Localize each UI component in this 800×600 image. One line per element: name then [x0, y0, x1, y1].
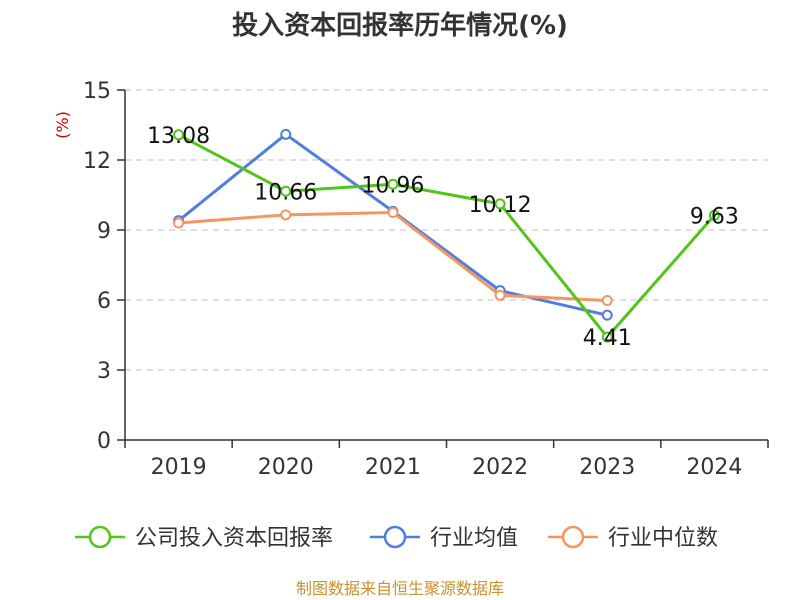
source-note: 制图数据来自恒生聚源数据库 — [296, 579, 504, 598]
data-label: 9.63 — [690, 204, 739, 229]
y-tick-label: 12 — [83, 149, 111, 174]
legend-marker — [383, 525, 407, 549]
series-line-1 — [177, 132, 608, 317]
legend-label: 行业中位数 — [608, 526, 718, 551]
data-point — [280, 209, 292, 221]
y-axis-unit-label: (%) — [53, 111, 72, 139]
data-label: 10.66 — [254, 180, 317, 205]
data-point — [173, 217, 185, 229]
y-tick-label: 0 — [97, 429, 111, 454]
series-line-0 — [177, 133, 716, 339]
data-label: 10.96 — [361, 173, 424, 198]
grid-lines — [125, 89, 768, 371]
data-point — [280, 128, 292, 140]
data-point — [601, 309, 613, 321]
data-label: 10.12 — [469, 193, 532, 218]
data-point — [387, 178, 399, 190]
data-point — [601, 331, 613, 343]
x-tick-label: 2023 — [579, 455, 635, 480]
data-labels: 13.08 10.66 10.96 10.12 4.41 9.63 — [147, 124, 739, 351]
legend: 公司投入资本回报率 行业均值 行业中位数 — [75, 525, 718, 551]
chart-title: 投入资本回报率历年情况(%) — [232, 10, 568, 41]
data-point — [708, 209, 720, 221]
data-point — [494, 289, 506, 301]
y-tick-label: 15 — [83, 79, 111, 104]
y-tick-label: 6 — [97, 289, 111, 314]
axes: 0 3 6 9 12 15 2019 2020 2021 2022 2023 2024 — [83, 79, 769, 480]
data-point — [601, 294, 613, 306]
data-label: 4.41 — [583, 326, 632, 351]
x-tick-label: 2020 — [258, 455, 314, 480]
x-tick-label: 2021 — [365, 455, 421, 480]
series-lines — [173, 128, 720, 343]
data-point — [494, 198, 506, 210]
legend-marker — [561, 525, 585, 549]
y-tick-label: 9 — [97, 219, 111, 244]
data-point — [387, 207, 399, 218]
data-label: 13.08 — [147, 124, 210, 149]
x-tick-label: 2024 — [686, 455, 742, 480]
x-tick-label: 2019 — [151, 455, 207, 480]
data-point — [280, 185, 292, 197]
legend-marker — [88, 525, 112, 549]
y-tick-label: 3 — [97, 359, 111, 384]
legend-label: 公司投入资本回报率 — [135, 526, 333, 551]
data-point — [173, 129, 185, 141]
x-tick-label: 2022 — [472, 455, 528, 480]
legend-label: 行业均值 — [430, 526, 518, 551]
